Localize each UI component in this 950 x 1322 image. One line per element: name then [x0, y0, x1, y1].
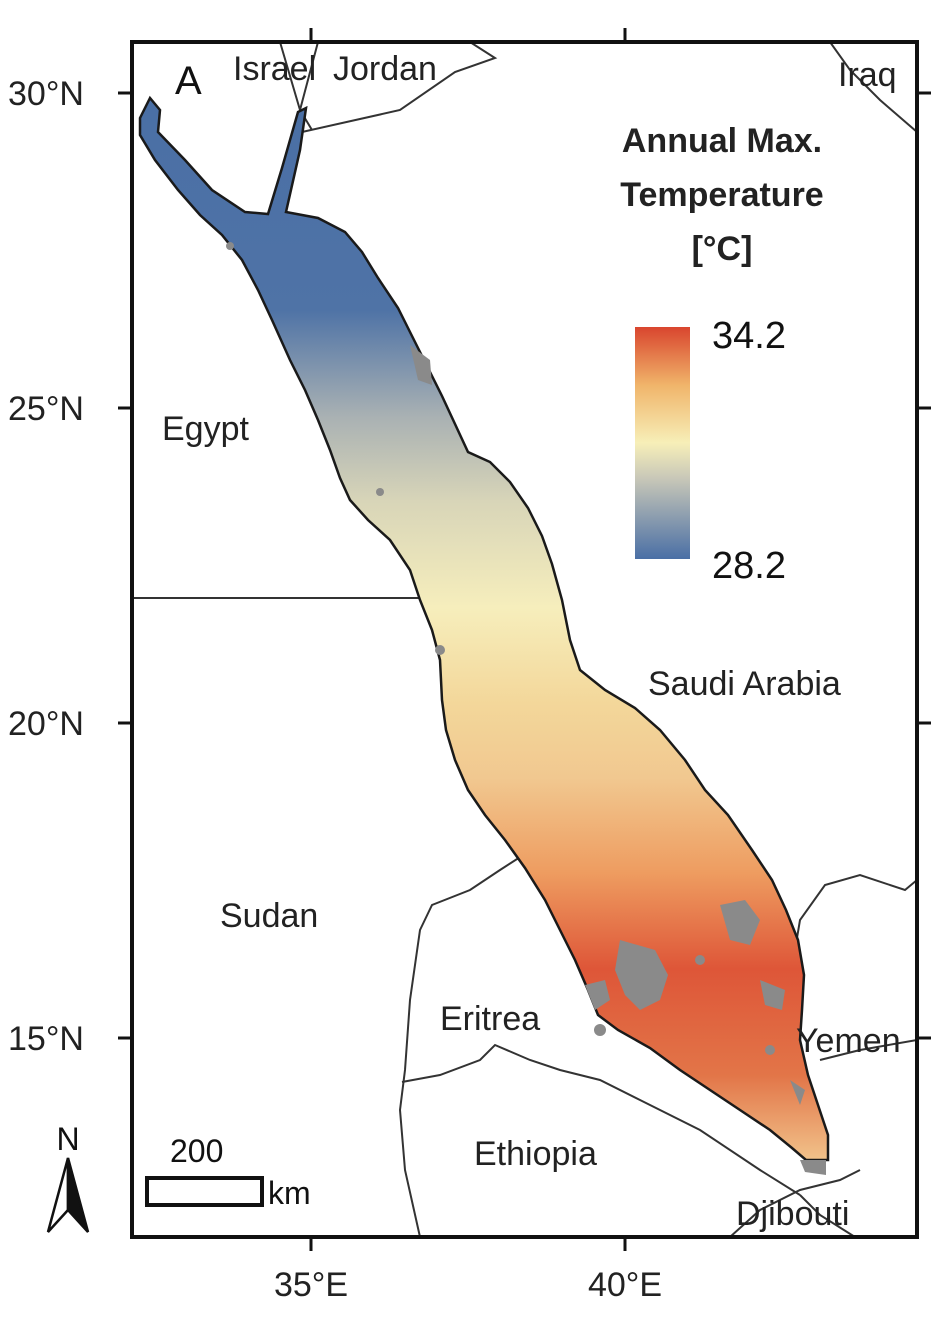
reef-patches [226, 242, 826, 1175]
temperature-legend: Annual Max. Temperature [°C] 34.2 28.2 [620, 122, 823, 587]
scale-bar-box [145, 1176, 264, 1207]
country-label-iraq: Iraq [838, 56, 897, 94]
legend-min-value: 28.2 [712, 545, 786, 587]
red-sea-temperature-field [138, 95, 830, 1162]
country-label-jordan: Jordan [333, 50, 437, 88]
map-frame [130, 40, 919, 1239]
lat-label-15n: 15°N [8, 1020, 84, 1058]
latitude-ticks [118, 91, 931, 1040]
scale-bar-value: 200 [170, 1133, 223, 1169]
legend-title-line-1: Annual Max. [622, 122, 822, 160]
legend-color-ramp [635, 327, 690, 559]
legend-title-line-3: [°C] [692, 230, 753, 268]
country-label-egypt: Egypt [162, 410, 249, 448]
scale-bar-unit: km [268, 1175, 311, 1211]
country-label-eritrea: Eritrea [440, 1000, 540, 1038]
lon-label-35e: 35°E [274, 1266, 348, 1304]
map-area [132, 42, 917, 1237]
lon-label-40e: 40°E [588, 1266, 662, 1304]
lat-label-30n: 30°N [8, 75, 84, 113]
longitude-ticks [309, 28, 627, 1251]
north-arrow-icon: N [46, 1121, 90, 1233]
country-label-ethiopia: Ethiopia [474, 1135, 597, 1173]
lat-label-20n: 20°N [8, 705, 84, 743]
country-label-israel: Israel [233, 50, 316, 88]
country-borders [132, 42, 917, 1237]
north-arrow-label: N [56, 1121, 79, 1157]
country-label-yemen: Yemen [796, 1022, 901, 1060]
country-label-saudi-arabia: Saudi Arabia [648, 665, 841, 703]
legend-title-line-2: Temperature [620, 176, 823, 214]
country-label-djibouti: Djibouti [736, 1195, 849, 1233]
legend-max-value: 34.2 [712, 315, 786, 357]
panel-label: A [175, 59, 202, 103]
scale-bar: 200 km [145, 1133, 311, 1211]
lat-label-25n: 25°N [8, 390, 84, 428]
country-label-sudan: Sudan [220, 897, 318, 935]
